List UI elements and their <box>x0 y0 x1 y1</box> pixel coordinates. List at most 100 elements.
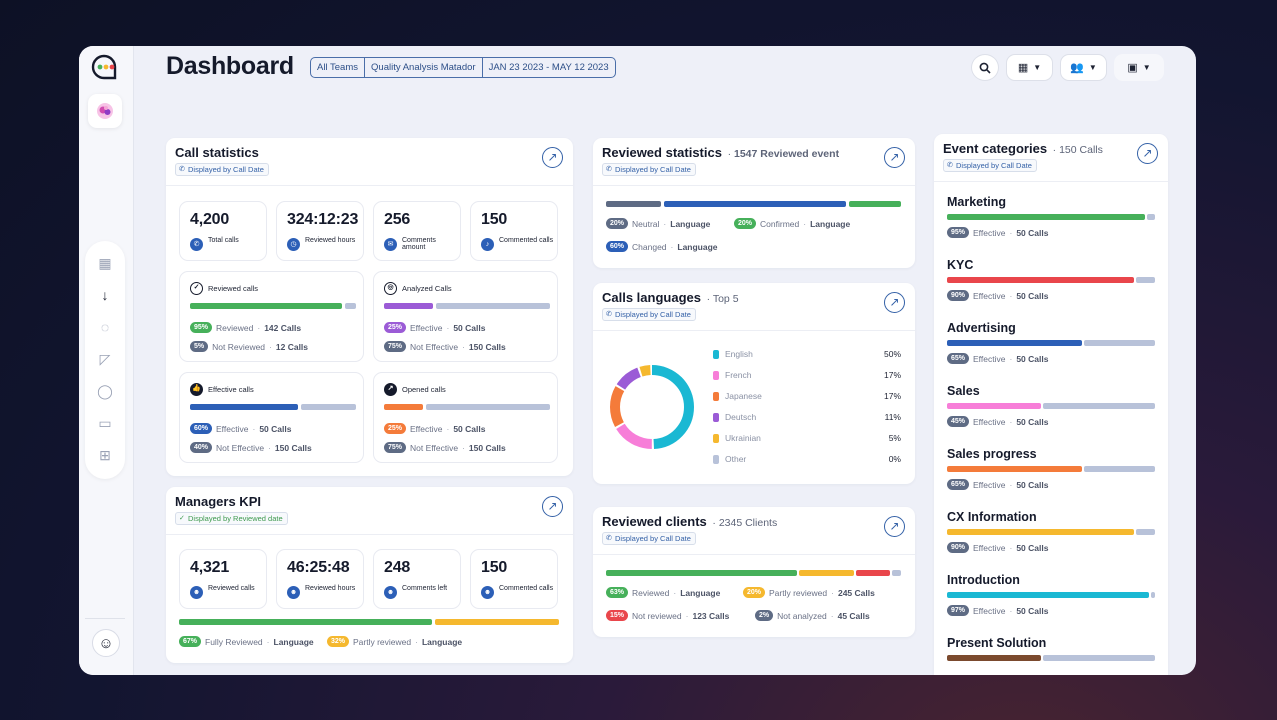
stat-label: Reviewed calls <box>208 585 255 592</box>
folder-icon[interactable]: ▭ <box>98 415 112 431</box>
bar-fill <box>947 403 1041 409</box>
event-category-sales-progress[interactable]: Sales progress 65% Effective · 50 Calls <box>947 447 1155 490</box>
expand-arrow-icon[interactable]: ↗ <box>542 147 563 168</box>
separator: · <box>252 423 256 434</box>
card-subtitle: · Top 5 <box>706 293 739 305</box>
percent-pill: 65% <box>947 479 970 490</box>
legend-label: Not Effective <box>410 442 459 453</box>
reviewed-clients-card: Reviewed clients · 2345 Clients ✆ Display… <box>593 507 915 637</box>
bar-fill <box>947 592 1149 598</box>
legend-label: Reviewed <box>216 322 254 333</box>
add-task-icon[interactable]: ⊞ <box>99 447 111 463</box>
reviewed-calls-box: ✓ Reviewed calls 95% Reviewed · 142 Calls… <box>179 271 364 362</box>
legend-count: 150 Calls <box>468 442 506 453</box>
bar-partly-reviewed <box>434 619 559 625</box>
card-title-text: Calls languages <box>602 290 701 305</box>
language-name: English <box>725 349 753 359</box>
legend-label: Effective <box>973 542 1006 553</box>
event-legend: 65% Effective · 50 Calls <box>947 353 1155 364</box>
expand-arrow-icon[interactable]: ↗ <box>884 292 905 313</box>
event-name: CX Information <box>947 510 1037 524</box>
bar-rest <box>1084 340 1155 346</box>
event-category-present-solution[interactable]: Present Solution <box>947 636 1155 661</box>
team-switch-button[interactable]: 👥 ▼ <box>1060 54 1107 81</box>
analyze-icon: ◎ <box>384 282 397 295</box>
event-progress-bar <box>947 655 1155 661</box>
event-name: Introduction <box>947 573 1020 587</box>
workspace-flower-icon <box>97 103 113 119</box>
legend-label: Not Reviewed <box>212 341 266 352</box>
legend-count: 50 Calls <box>1016 353 1049 364</box>
separator: · <box>1009 479 1013 490</box>
legend-label: Effective <box>973 479 1006 490</box>
card-divider <box>934 181 1168 182</box>
event-category-marketing[interactable]: Marketing 95% Effective · 50 Calls <box>947 195 1155 238</box>
event-legend: 45% Effective · 50 Calls <box>947 416 1155 427</box>
bar-rest <box>1150 592 1155 598</box>
bar-fully-reviewed <box>179 619 432 625</box>
app-window: ▦ ↓ ◌ ◸ ◯ ▭ ⊞ ☺ Dashboard All Teams Qual… <box>79 46 1196 675</box>
reviewed-calls-bar <box>190 303 356 309</box>
legend-label: Reviewed <box>632 587 670 598</box>
event-legend: 95% Effective · 50 Calls <box>947 227 1155 238</box>
percent-pill: 20% <box>743 587 766 598</box>
loader-icon[interactable]: ◌ <box>100 319 110 335</box>
workspace-logo[interactable] <box>88 94 122 128</box>
dashboard-icon[interactable]: ▦ <box>98 255 112 271</box>
displayed-by-badge: ✆ Displayed by Call Date <box>602 532 696 545</box>
event-category-sales[interactable]: Sales 45% Effective · 50 Calls <box>947 384 1155 427</box>
app-logo-icon[interactable] <box>91 54 121 80</box>
event-progress-bar <box>947 592 1155 598</box>
language-legend-english: English 50% <box>713 349 901 359</box>
legend-label: Effective <box>973 290 1006 301</box>
sidebar: ▦ ↓ ◌ ◸ ◯ ▭ ⊞ ☺ <box>79 46 134 675</box>
event-category-advertising[interactable]: Advertising 65% Effective · 50 Calls <box>947 321 1155 364</box>
legend-row: 63% Reviewed · Language <box>606 587 720 598</box>
reports-icon[interactable]: ◸ <box>99 351 111 367</box>
expand-arrow-icon[interactable]: ↗ <box>884 516 905 537</box>
search-button[interactable] <box>971 54 999 81</box>
bar-not-reviewed <box>855 570 891 576</box>
calendar-button[interactable]: ▣ ▼ <box>1114 54 1164 81</box>
legend-tag: 45 Calls <box>837 610 870 621</box>
bar-fill <box>947 277 1135 283</box>
separator: · <box>685 610 689 621</box>
filter-teams[interactable]: All Teams <box>311 58 366 77</box>
legend-row: 95% Reviewed · 142 Calls <box>190 322 301 333</box>
stat-comments-left: 248 ☻ Comments left <box>373 549 461 609</box>
language-legend-ukrainian: Ukrainian 5% <box>713 433 901 443</box>
expand-arrow-icon[interactable]: ↗ <box>1137 143 1158 164</box>
expand-arrow-icon[interactable]: ↗ <box>542 496 563 517</box>
card-title: Calls languages · Top 5 <box>602 290 739 305</box>
card-subtitle: · 2345 Clients <box>712 517 778 529</box>
legend-label: Not Effective <box>216 442 265 453</box>
event-name: Sales progress <box>947 447 1037 461</box>
legend-swatch <box>713 412 719 422</box>
bar-not-reviewed <box>344 303 356 309</box>
event-progress-bar <box>947 529 1155 535</box>
effective-calls-box: 👍 Effective calls 60% Effective · 50 Call… <box>179 372 364 463</box>
legend-label: Neutral <box>632 218 660 229</box>
user-icon: ☻ <box>481 586 494 599</box>
card-title: Call statistics <box>175 145 259 160</box>
user-avatar[interactable]: ☺ <box>92 629 120 657</box>
percent-pill: 75% <box>384 442 407 453</box>
percent-pill: 5% <box>190 341 209 352</box>
legend-count: 50 Calls <box>1016 479 1049 490</box>
download-icon[interactable]: ↓ <box>101 287 109 303</box>
event-category-kyc[interactable]: KYC 90% Effective · 50 Calls <box>947 258 1155 301</box>
event-category-cx-information[interactable]: CX Information 90% Effective · 50 Calls <box>947 510 1155 553</box>
bar-rest <box>1146 214 1155 220</box>
chevron-down-icon: ▼ <box>1033 63 1042 72</box>
filter-project[interactable]: Quality Analysis Matador <box>365 58 483 77</box>
phone-icon: ✆ <box>606 535 612 542</box>
expand-arrow-icon[interactable]: ↗ <box>884 147 905 168</box>
bar-fill <box>947 529 1135 535</box>
view-switch-button[interactable]: ▦ ▼ <box>1006 54 1053 81</box>
event-category-introduction[interactable]: Introduction 97% Effective · 50 Calls <box>947 573 1155 616</box>
search-icon <box>979 62 991 74</box>
check-icon: ✓ <box>190 282 203 295</box>
displayed-by-badge: ✆ Displayed by Call Date <box>175 163 269 176</box>
chat-icon[interactable]: ◯ <box>97 383 113 399</box>
filter-date-range[interactable]: JAN 23 2023 - MAY 12 2023 <box>488 62 609 73</box>
